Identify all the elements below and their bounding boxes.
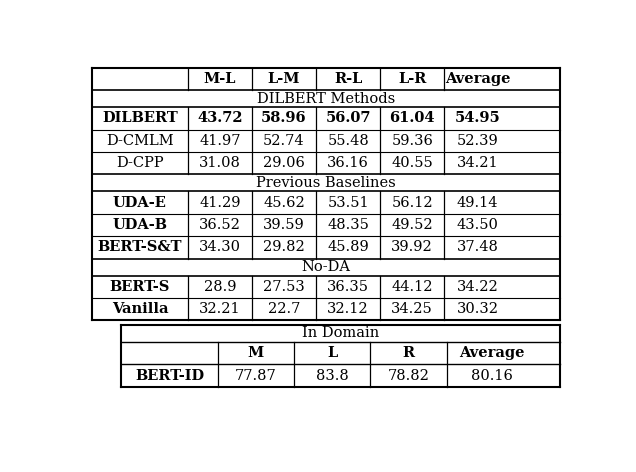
Text: 77.87: 77.87 — [235, 369, 277, 383]
Text: 61.04: 61.04 — [389, 111, 435, 126]
Text: 78.82: 78.82 — [387, 369, 429, 383]
Text: 34.21: 34.21 — [457, 156, 499, 170]
Text: L: L — [327, 346, 337, 360]
Text: BERT-S&T: BERT-S&T — [98, 240, 182, 254]
Text: 22.7: 22.7 — [268, 303, 300, 316]
Text: 29.06: 29.06 — [263, 156, 305, 170]
Text: DILBERT Methods: DILBERT Methods — [257, 92, 395, 106]
Text: 44.12: 44.12 — [391, 280, 433, 294]
Text: 43.50: 43.50 — [457, 218, 499, 232]
Text: 53.51: 53.51 — [328, 196, 369, 210]
Text: 83.8: 83.8 — [315, 369, 349, 383]
Text: 54.95: 54.95 — [455, 111, 501, 126]
Text: 36.35: 36.35 — [327, 280, 369, 294]
Text: 55.48: 55.48 — [328, 134, 369, 148]
Text: Average: Average — [445, 72, 510, 86]
Text: Average: Average — [460, 346, 525, 360]
Text: Previous Baselines: Previous Baselines — [256, 176, 396, 190]
Text: M-L: M-L — [204, 72, 236, 86]
Text: 28.9: 28.9 — [204, 280, 236, 294]
Text: 56.12: 56.12 — [391, 196, 433, 210]
Text: No-DA: No-DA — [301, 260, 350, 274]
Text: 59.36: 59.36 — [391, 134, 433, 148]
Text: 80.16: 80.16 — [471, 369, 513, 383]
Text: DILBERT: DILBERT — [102, 111, 177, 126]
Text: L-R: L-R — [398, 72, 426, 86]
Text: R: R — [403, 346, 415, 360]
Text: In Domain: In Domain — [302, 327, 379, 340]
Text: R-L: R-L — [334, 72, 363, 86]
Text: 31.08: 31.08 — [199, 156, 241, 170]
Text: 58.96: 58.96 — [261, 111, 307, 126]
Text: 45.89: 45.89 — [328, 240, 369, 254]
Text: 52.74: 52.74 — [263, 134, 305, 148]
Text: Vanilla: Vanilla — [112, 303, 168, 316]
Text: UDA-B: UDA-B — [113, 218, 167, 232]
Text: 34.30: 34.30 — [199, 240, 241, 254]
Text: 29.82: 29.82 — [263, 240, 305, 254]
Text: 39.59: 39.59 — [263, 218, 305, 232]
Text: 40.55: 40.55 — [391, 156, 433, 170]
Text: BERT-S: BERT-S — [109, 280, 170, 294]
Text: 43.72: 43.72 — [197, 111, 243, 126]
Text: L-M: L-M — [268, 72, 300, 86]
Text: BERT-ID: BERT-ID — [135, 369, 204, 383]
Text: 45.62: 45.62 — [263, 196, 305, 210]
Text: 27.53: 27.53 — [263, 280, 305, 294]
Text: 56.07: 56.07 — [326, 111, 371, 126]
Text: D-CMLM: D-CMLM — [106, 134, 174, 148]
Text: 49.52: 49.52 — [391, 218, 433, 232]
Text: 36.52: 36.52 — [199, 218, 241, 232]
Text: 39.92: 39.92 — [391, 240, 433, 254]
Text: M: M — [247, 346, 264, 360]
Text: UDA-E: UDA-E — [113, 196, 167, 210]
Text: 49.14: 49.14 — [457, 196, 498, 210]
Text: D-CPP: D-CPP — [116, 156, 163, 170]
Text: 36.16: 36.16 — [327, 156, 369, 170]
Text: 32.21: 32.21 — [199, 303, 241, 316]
Text: 34.25: 34.25 — [391, 303, 433, 316]
Text: 37.48: 37.48 — [457, 240, 499, 254]
Text: 41.29: 41.29 — [199, 196, 241, 210]
Text: 52.39: 52.39 — [457, 134, 499, 148]
Text: 48.35: 48.35 — [327, 218, 369, 232]
Text: 34.22: 34.22 — [457, 280, 499, 294]
Text: 30.32: 30.32 — [457, 303, 499, 316]
Text: 32.12: 32.12 — [328, 303, 369, 316]
Text: 41.97: 41.97 — [199, 134, 241, 148]
